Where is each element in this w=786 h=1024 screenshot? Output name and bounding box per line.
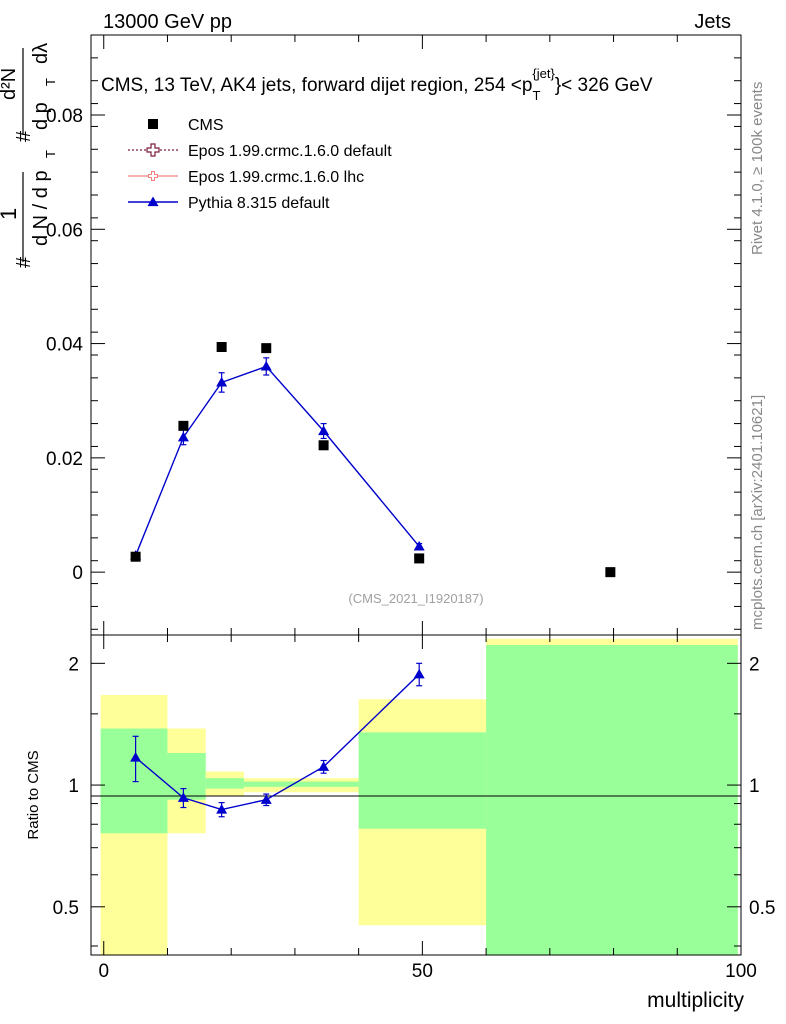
pythia-ratio-point	[130, 751, 142, 762]
ratio-band-inner	[358, 732, 487, 829]
ylabel-hash-1: #	[13, 256, 35, 268]
cms-data-point	[318, 440, 329, 451]
ylabel-dn-dpt: d N / d p	[30, 170, 52, 246]
pythia-ratio-line	[135, 673, 420, 811]
pythia-ratio-point	[260, 794, 272, 804]
analysis-watermark: (CMS_2021_I1920187)	[348, 591, 483, 606]
title-superscript: {jet}	[532, 66, 555, 81]
pythia-ratio-point	[216, 804, 228, 814]
ratio-panel: 0 50 100 0.5 0.5 1 1 2 2 Ratio to CMS multiplici…	[25, 634, 775, 1012]
ylabel-one: 1	[0, 208, 21, 220]
main-panel: CMS, 13 TeV, AK4 jets, forward dijet reg…	[46, 34, 742, 636]
pythia-ratio-point	[413, 668, 425, 679]
cms-data-point	[178, 420, 189, 431]
legend-label: Epos 1.99.crmc.1.6.0 default	[188, 143, 392, 160]
ratio-band-inner	[100, 728, 168, 834]
ylabel-hash-2: #	[13, 130, 35, 142]
title-main: CMS, 13 TeV, AK4 jets, forward dijet reg…	[101, 75, 532, 96]
pythia-point	[318, 425, 330, 436]
cms-data-point	[605, 567, 616, 578]
ratio-band-inner	[243, 781, 295, 787]
pythia-point	[216, 376, 228, 387]
ratio-uncertainty-bands	[100, 638, 738, 955]
pythia-ratio-point	[318, 761, 330, 771]
ratio-ticks: 0 50 100 0.5 0.5 1 1 2 2	[53, 635, 775, 982]
x-tick-label: 50	[412, 961, 433, 982]
main-y-ticks: 0 0.02 0.04 0.06 0.08	[46, 57, 741, 630]
cms-data-point	[414, 553, 425, 564]
ratio-y-tick-label-right: 0.5	[749, 898, 775, 919]
ratio-band-inner	[167, 753, 206, 800]
main-y-tick-label: 0.04	[46, 335, 83, 356]
legend-label: CMS	[188, 117, 224, 134]
ylabel-t-subscript-1: T	[43, 150, 58, 158]
main-y-tick-label: 0.06	[46, 220, 83, 241]
ylabel-t-subscript-2: T	[43, 78, 58, 86]
cms-data-point	[130, 551, 141, 562]
pythia-line	[134, 365, 420, 556]
main-y-tick-label: 0	[72, 563, 83, 584]
main-series	[130, 342, 616, 578]
ratio-band-inner	[486, 644, 738, 955]
pythia-ratio-point	[177, 792, 189, 802]
cms-data-point	[261, 343, 272, 354]
header-right: Jets	[694, 11, 731, 33]
legend-marker-epos-default	[146, 143, 160, 157]
legend-marker-cms	[148, 119, 158, 129]
x-axis-label: multiplicity	[647, 989, 744, 1012]
x-tick-label: 100	[725, 961, 757, 982]
legend-label: Epos 1.99.crmc.1.6.0 lhc	[188, 169, 364, 186]
ratio-band-inner	[294, 781, 359, 787]
ylabel-dlambda: dλ	[30, 43, 52, 64]
ratio-y-tick-label: 2	[68, 654, 79, 675]
legend-marker-pythia	[147, 196, 159, 207]
mcplots-url-text: mcplots.cern.ch [arXiv:2401.10621]	[749, 395, 766, 630]
ratio-series	[130, 662, 425, 818]
ratio-band-inner	[205, 778, 244, 789]
pythia-point	[260, 360, 272, 371]
ylabel-dpt: d p	[30, 102, 52, 130]
rivet-version-text: Rivet 4.1.0, ≥ 100k events	[749, 82, 766, 255]
ylabel-d2n: d²N	[0, 68, 20, 100]
chart-title: CMS, 13 TeV, AK4 jets, forward dijet reg…	[101, 66, 653, 103]
main-y-tick-label: 0.08	[46, 106, 83, 127]
pythia-point	[177, 431, 189, 442]
legend: CMS Epos 1.99.crmc.1.6.0 default Epos 1.99…	[128, 117, 392, 212]
title-tail: }< 326 GeV	[555, 75, 653, 96]
cms-data-point	[216, 342, 227, 352]
main-y-tick-label: 0.02	[46, 449, 83, 470]
ratio-y-tick-label: 0.5	[53, 898, 79, 919]
legend-marker-epos-lhc	[148, 171, 158, 181]
ratio-y-tick-label: 1	[68, 776, 79, 797]
header-left: 13000 GeV pp	[103, 11, 232, 33]
ratio-frame	[90, 634, 742, 956]
ratio-y-axis-label: Ratio to CMS	[25, 750, 42, 839]
main-y-axis-label: # 1 d N / d p T # d²N d p T dλ	[0, 43, 58, 268]
pythia-point	[413, 540, 425, 551]
ratio-y-tick-label-right: 1	[749, 776, 760, 797]
ratio-y-tick-label-right: 2	[749, 654, 760, 675]
x-tick-label: 0	[98, 961, 109, 982]
title-subscript: T	[532, 88, 540, 103]
legend-label: Pythia 8.315 default	[188, 195, 330, 212]
